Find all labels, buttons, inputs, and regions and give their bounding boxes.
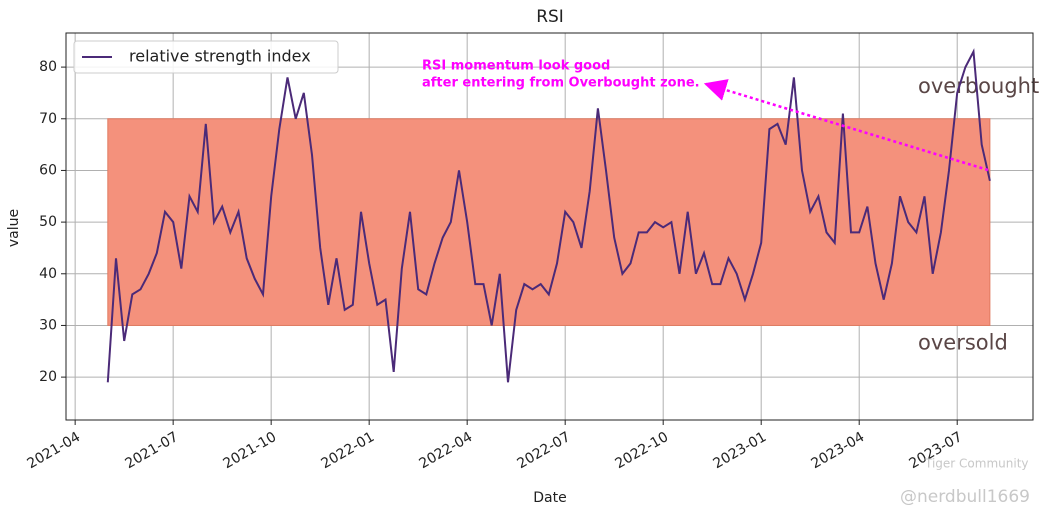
watermark: Tiger Community — [924, 457, 1029, 471]
y-axis-label: value — [6, 209, 22, 247]
x-tick-label: 2022-07 — [515, 429, 574, 472]
x-tick-label: 2022-01 — [319, 429, 378, 472]
y-tick-label: 80 — [39, 59, 57, 75]
x-tick-label: 2021-07 — [122, 429, 181, 472]
legend-label: relative strength index — [129, 47, 311, 66]
band-label: oversold — [918, 330, 1008, 354]
x-tick-label: 2022-04 — [417, 429, 476, 472]
plot-frame — [65, 32, 1034, 421]
y-tick-label: 40 — [39, 266, 57, 282]
band-label: overbought — [918, 74, 1039, 98]
y-tick-label: 70 — [39, 111, 57, 127]
y-tick-label: 20 — [39, 369, 57, 385]
legend-box — [73, 40, 339, 74]
annotation-text: RSI momentum look good — [422, 59, 610, 74]
rsi-line — [106, 48, 991, 383]
chart-title: RSI — [536, 7, 564, 27]
y-tick-label: 50 — [39, 214, 57, 230]
x-tick-label: 2021-04 — [24, 429, 83, 472]
x-tick-label: 2023-01 — [711, 429, 770, 472]
x-axis-label: Date — [533, 490, 566, 506]
y-tick-label: 60 — [39, 162, 57, 178]
watermark: @nerdbull1669 — [900, 487, 1030, 507]
x-tick-label: 2023-04 — [809, 429, 868, 472]
annotation-text: after entering from Overbought zone. — [422, 76, 700, 91]
annotation-arrow — [703, 79, 989, 172]
x-tick-label: 2021-10 — [220, 429, 279, 472]
x-tick-label: 2022-10 — [613, 429, 672, 472]
y-tick-label: 30 — [39, 317, 57, 333]
